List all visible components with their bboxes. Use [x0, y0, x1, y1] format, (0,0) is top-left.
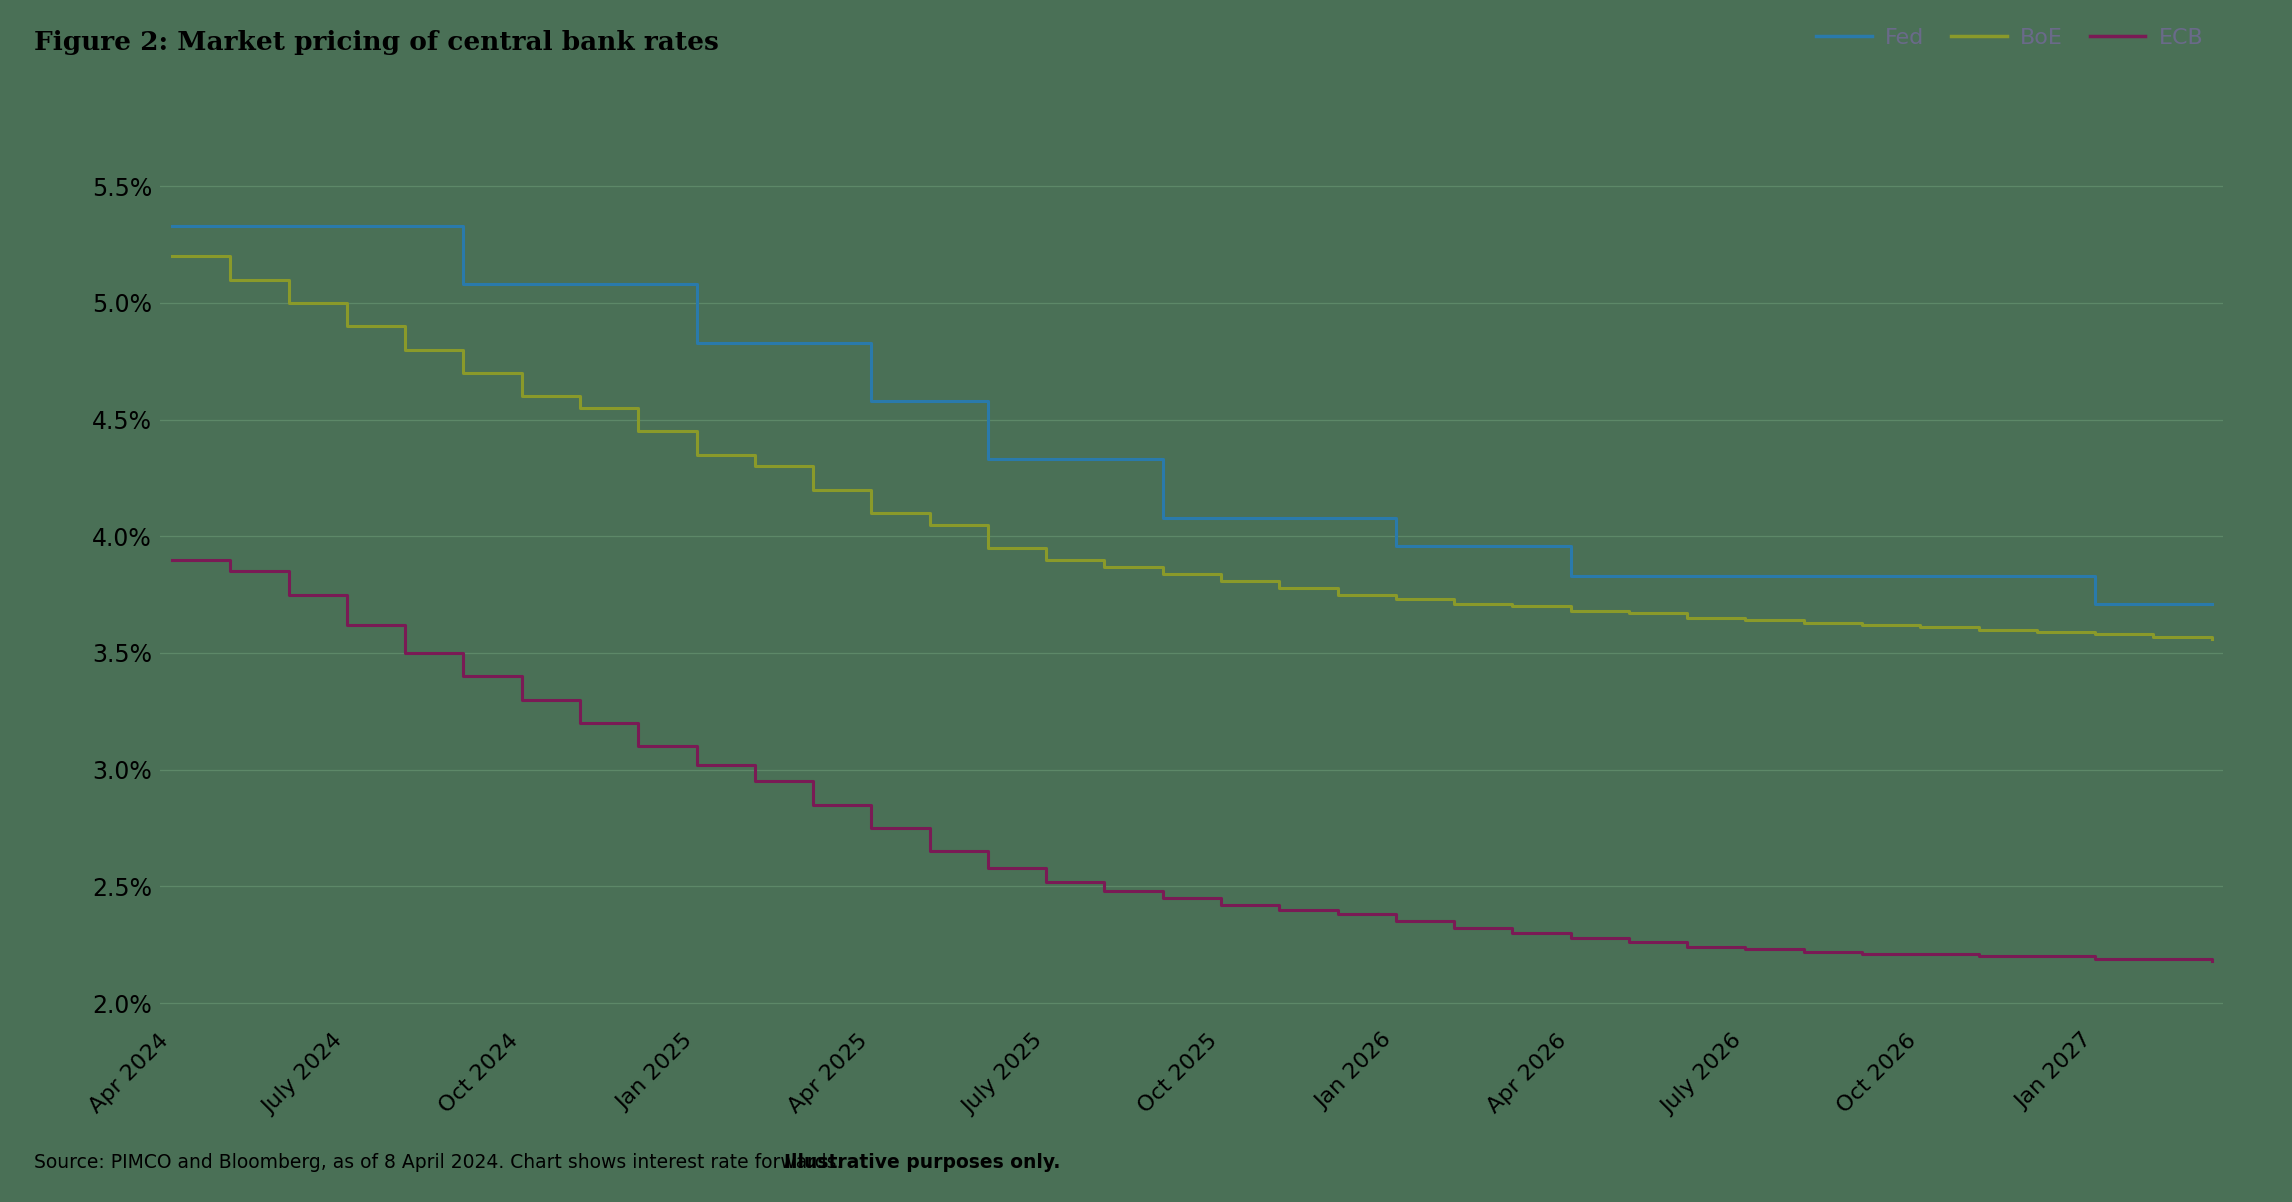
Legend: Fed, BoE, ECB: Fed, BoE, ECB — [1808, 19, 2212, 58]
Text: Illustrative purposes only.: Illustrative purposes only. — [784, 1153, 1061, 1172]
Text: Figure 2: Market pricing of central bank rates: Figure 2: Market pricing of central bank… — [34, 30, 720, 55]
Text: Source: PIMCO and Bloomberg, as of 8 April 2024. Chart shows interest rate forwa: Source: PIMCO and Bloomberg, as of 8 Apr… — [34, 1153, 848, 1172]
